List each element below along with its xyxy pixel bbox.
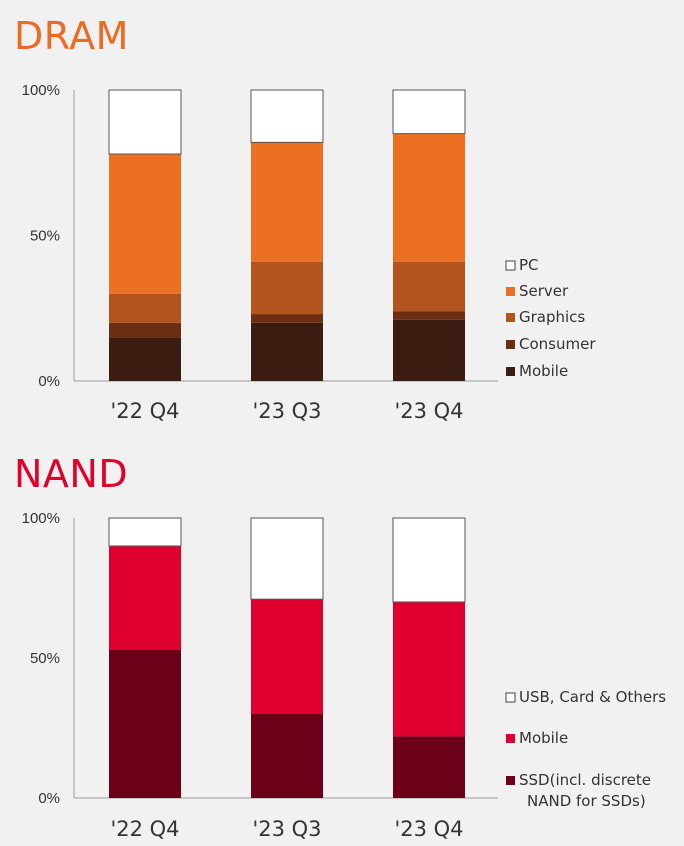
bar-segment xyxy=(108,89,182,155)
y-tick-label: 0% xyxy=(38,790,60,807)
legend-label: Consumer xyxy=(519,335,596,353)
x-tick-label: '23 Q3 xyxy=(252,817,321,841)
legend-label: Mobile xyxy=(519,362,568,380)
legend-swatch xyxy=(506,340,515,349)
bar-segment xyxy=(251,714,323,798)
dram-chart: 100% 50% 0% '22 Q4 '23 Q3 '23 Q4 PC Server Graph… xyxy=(22,82,597,423)
bar-segment xyxy=(250,89,324,143)
x-tick-label: '22 Q4 xyxy=(110,399,179,423)
legend-swatch xyxy=(506,734,515,743)
x-tick-label: '23 Q4 xyxy=(394,817,463,841)
dram-panel: DRAM 100% 50% 0% '22 Q4 '23 Q3 '23 Q4 PC Server… xyxy=(14,14,597,423)
bar-segment xyxy=(251,142,323,262)
bar-segment xyxy=(109,337,181,381)
nand-chart-title: NAND xyxy=(14,452,129,496)
bar-segment xyxy=(251,599,323,714)
bar-segment xyxy=(250,517,324,600)
bar-segment xyxy=(393,311,465,320)
bar-segment xyxy=(109,546,181,650)
legend-label: SSD(incl. discrete NAND for SSDs) xyxy=(519,771,651,810)
legend-swatch xyxy=(506,776,515,785)
bar-segment xyxy=(392,517,466,603)
y-tick-label: 50% xyxy=(30,228,60,245)
legend-label: Server xyxy=(519,282,569,300)
nand-panel: NAND 100% 50% 0% '22 Q4 '23 Q3 '23 Q4 USB, Car… xyxy=(0,430,684,846)
x-tick-label: '22 Q4 xyxy=(110,817,179,841)
legend-label: Graphics xyxy=(519,308,585,326)
bar-segment xyxy=(393,602,465,737)
bar-segment xyxy=(393,133,465,262)
legend-label: USB, Card & Others xyxy=(519,688,666,706)
x-tick-label: '23 Q3 xyxy=(252,399,321,423)
bar-segment xyxy=(393,319,465,381)
legend-label: Mobile xyxy=(519,729,568,747)
legend-swatch xyxy=(506,287,515,296)
bar-segment xyxy=(109,649,181,798)
bar-segment xyxy=(393,261,465,312)
bar-segment xyxy=(251,314,323,323)
y-tick-label: 0% xyxy=(38,373,60,390)
legend-swatch xyxy=(505,260,516,271)
y-tick-label: 50% xyxy=(30,650,60,667)
legend-swatch xyxy=(506,367,515,376)
bar-segment xyxy=(251,322,323,381)
bar-segment xyxy=(108,517,182,547)
legend-label: PC xyxy=(519,256,539,274)
bar-segment xyxy=(251,261,323,315)
bar-segment xyxy=(109,154,181,294)
dram-chart-title: DRAM xyxy=(14,14,129,58)
bar-segment xyxy=(109,322,181,338)
nand-chart: 100% 50% 0% '22 Q4 '23 Q3 '23 Q4 USB, Card & O… xyxy=(22,510,667,841)
y-tick-label: 100% xyxy=(22,510,60,527)
legend-swatch xyxy=(505,692,516,703)
x-tick-label: '23 Q4 xyxy=(394,399,463,423)
legend-swatch xyxy=(506,313,515,322)
y-tick-label: 100% xyxy=(22,82,60,99)
bar-segment xyxy=(393,736,465,798)
bar-segment xyxy=(109,293,181,323)
bar-segment xyxy=(392,89,466,135)
